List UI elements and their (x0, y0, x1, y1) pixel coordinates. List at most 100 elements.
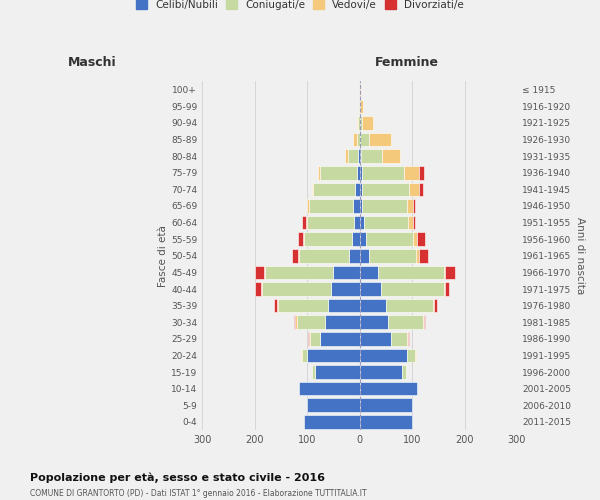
Bar (295, 316, 296, 329)
Bar (445, 282, 449, 296)
Bar (328, 299, 359, 312)
Bar (359, 266, 378, 279)
Bar (434, 299, 437, 312)
Bar (380, 282, 443, 296)
Bar (445, 266, 455, 279)
Bar (361, 150, 382, 163)
Bar (358, 150, 359, 163)
Bar (274, 299, 277, 312)
Bar (255, 282, 262, 296)
Bar (359, 316, 388, 329)
Bar (292, 249, 298, 262)
Bar (415, 348, 416, 362)
Bar (353, 133, 357, 146)
Bar (315, 365, 359, 379)
Bar (409, 216, 413, 230)
Bar (419, 249, 428, 262)
Bar (369, 133, 391, 146)
Bar (407, 332, 408, 345)
Bar (359, 398, 412, 412)
Bar (386, 299, 433, 312)
Bar (333, 266, 359, 279)
Bar (312, 182, 313, 196)
Bar (419, 166, 424, 179)
Legend: Celibi/Nubili, Coniugati/e, Vedovi/e, Divorziati/e: Celibi/Nubili, Coniugati/e, Vedovi/e, Di… (136, 0, 464, 10)
Bar (359, 182, 362, 196)
Text: COMUNE DI GRANTORTO (PD) - Dati ISTAT 1° gennaio 2016 - Elaborazione TUTTITALIA.: COMUNE DI GRANTORTO (PD) - Dati ISTAT 1°… (30, 489, 367, 498)
Bar (264, 266, 265, 279)
Y-axis label: Fasce di età: Fasce di età (158, 225, 168, 286)
Bar (301, 348, 302, 362)
Bar (378, 266, 443, 279)
Bar (413, 216, 415, 230)
Bar (352, 232, 359, 246)
Bar (366, 232, 413, 246)
Bar (433, 299, 434, 312)
Bar (417, 232, 425, 246)
Bar (362, 116, 373, 130)
Bar (331, 282, 359, 296)
Bar (312, 365, 315, 379)
Bar (357, 133, 359, 146)
Bar (296, 316, 325, 329)
Bar (359, 232, 366, 246)
Bar (408, 332, 409, 345)
Bar (359, 348, 407, 362)
Bar (294, 316, 295, 329)
Bar (306, 216, 307, 230)
Bar (308, 199, 353, 213)
Text: Maschi: Maschi (68, 56, 116, 70)
Bar (265, 266, 333, 279)
Bar (304, 415, 359, 428)
Bar (359, 332, 391, 345)
Bar (407, 348, 415, 362)
Bar (308, 332, 310, 345)
Bar (358, 116, 359, 130)
Bar (404, 166, 419, 179)
Bar (443, 266, 445, 279)
Bar (419, 182, 423, 196)
Bar (357, 166, 359, 179)
Bar (299, 382, 359, 396)
Bar (354, 216, 359, 230)
Bar (359, 365, 401, 379)
Bar (277, 299, 278, 312)
Bar (360, 100, 362, 113)
Bar (382, 150, 400, 163)
Bar (325, 316, 359, 329)
Bar (359, 133, 369, 146)
Bar (416, 249, 419, 262)
Bar (443, 282, 445, 296)
Bar (355, 182, 359, 196)
Bar (262, 282, 331, 296)
Text: Popolazione per età, sesso e stato civile - 2016: Popolazione per età, sesso e stato civil… (30, 472, 325, 483)
Bar (298, 249, 299, 262)
Bar (320, 166, 357, 179)
Bar (388, 316, 422, 329)
Bar (401, 365, 406, 379)
Y-axis label: Anni di nascita: Anni di nascita (575, 217, 585, 294)
Bar (409, 182, 419, 196)
Bar (298, 232, 304, 246)
Bar (302, 216, 306, 230)
Bar (348, 150, 358, 163)
Bar (359, 166, 362, 179)
Bar (422, 316, 424, 329)
Bar (391, 332, 407, 345)
Bar (278, 299, 328, 312)
Bar (353, 199, 359, 213)
Bar (359, 116, 362, 130)
Bar (407, 199, 413, 213)
Text: Femmine: Femmine (375, 56, 439, 70)
Bar (304, 232, 352, 246)
Bar (307, 398, 359, 412)
Bar (307, 348, 359, 362)
Bar (359, 282, 380, 296)
Bar (424, 316, 425, 329)
Bar (359, 415, 412, 428)
Bar (349, 249, 359, 262)
Bar (364, 216, 409, 230)
Bar (254, 266, 264, 279)
Bar (359, 150, 361, 163)
Bar (313, 182, 355, 196)
